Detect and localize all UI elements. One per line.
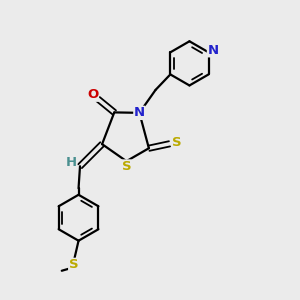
Text: S: S bbox=[69, 258, 78, 272]
Text: O: O bbox=[87, 88, 98, 101]
Text: N: N bbox=[134, 106, 145, 119]
Text: H: H bbox=[66, 156, 77, 169]
Text: N: N bbox=[207, 44, 219, 57]
Text: S: S bbox=[122, 160, 131, 173]
Text: S: S bbox=[172, 136, 182, 149]
